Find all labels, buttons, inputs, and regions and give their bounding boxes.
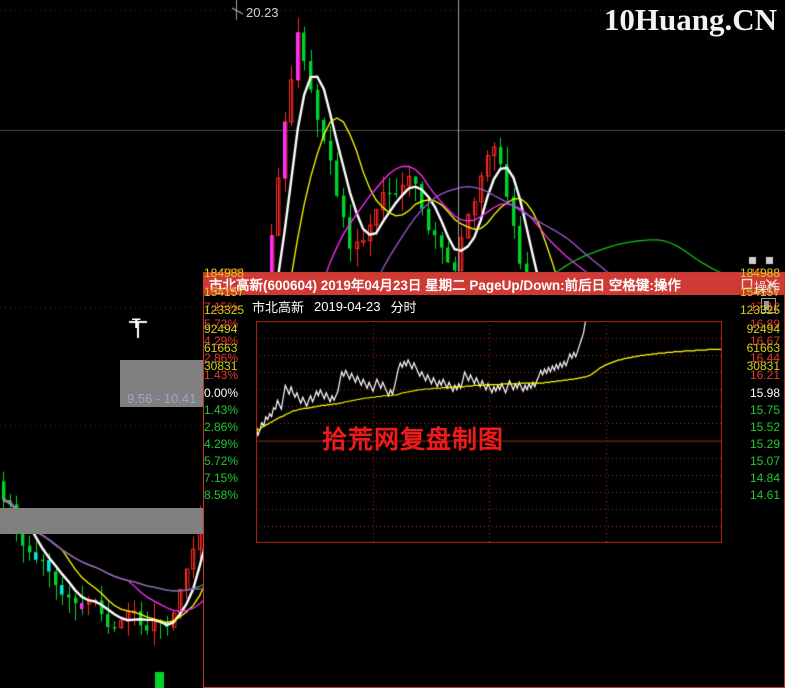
volume-tick-right: 154157 — [204, 285, 245, 299]
price-tick-left: 15.29 — [749, 437, 780, 451]
price-tick-left: 17.35 — [749, 283, 780, 297]
intraday-popup-window[interactable]: 市北高新(600604) 2019年04月23日 星期二 PageUp/Down… — [203, 267, 785, 688]
volume-tick-right: 123325 — [204, 303, 245, 317]
volume-tick-left: 154157 — [739, 285, 780, 299]
percent-tick-right: 1.43% — [204, 368, 239, 382]
volume-tick-left: 30831 — [746, 359, 780, 373]
price-tick-left: 15.07 — [749, 454, 780, 468]
volume-tick-left: 92494 — [746, 322, 780, 336]
price-tick-left: 16.21 — [749, 368, 780, 382]
intraday-price-panel[interactable] — [256, 321, 722, 543]
percent-tick-right: 1.43% — [204, 403, 239, 417]
close-icon[interactable] — [765, 278, 778, 291]
percent-tick-right: 5.72% — [204, 317, 239, 331]
percent-tick-right: 0.00% — [204, 386, 239, 400]
t-marker-label: T — [132, 315, 141, 331]
price-tick-left: 16.89 — [749, 317, 780, 331]
gap-range-label: 9.56 - 10.41 — [127, 391, 197, 406]
price-tick-left: 17.12 — [749, 300, 780, 314]
chart-mode-label: 分时 — [390, 299, 417, 315]
percent-tick-right: 8.58% — [204, 488, 239, 502]
price-tick-left: 15.98 — [749, 386, 780, 400]
percent-tick-right: 4.29% — [204, 437, 239, 451]
volume-tick-right: 184988 — [204, 266, 245, 280]
popup-title: 市北高新(600604) 2019年04月23日 星期二 PageUp/Down… — [209, 278, 681, 293]
stock-name-label: 市北高新 — [252, 299, 305, 315]
percent-tick-right: 4.29% — [204, 334, 239, 348]
maximize-icon[interactable] — [741, 278, 753, 290]
volume-tick-left: 61663 — [746, 341, 780, 355]
percent-tick-right: 2.86% — [204, 420, 239, 434]
percent-tick-right: 7.15% — [204, 471, 239, 485]
volume-tick-left: 123325 — [739, 303, 780, 317]
intraday-header: 市北高新 2019-04-23 分时 — [204, 295, 784, 317]
price-tick-left: 16.44 — [749, 351, 780, 365]
intraday-price-canvas[interactable] — [256, 321, 722, 543]
panel-toggle-icon[interactable] — [761, 298, 776, 313]
operate-button[interactable]: 操作 — [753, 280, 780, 295]
site-watermark-top: 10Huang.CN — [603, 2, 777, 37]
percent-tick-right: 7.15% — [204, 300, 239, 314]
high-price-label: 20.23 — [246, 5, 279, 20]
percent-axis-right: 10.01% 8.58% 7.15% 5.72% 4.29% 2.86% 1.43% 0.00… — [204, 267, 266, 688]
trade-date-label: 2019-04-23 — [314, 298, 381, 314]
price-tick-left: 17.58 — [749, 266, 780, 280]
popup-titlebar[interactable]: 市北高新(600604) 2019年04月23日 星期二 PageUp/Down… — [204, 273, 784, 295]
percent-tick-right: 8.58% — [204, 283, 239, 297]
percent-tick-right: 5.72% — [204, 454, 239, 468]
volume-tick-right: 61663 — [204, 341, 238, 355]
price-tick-left: 14.61 — [749, 488, 780, 502]
volume-tick-left: 184988 — [739, 266, 780, 280]
volume-tick-right: 30831 — [204, 359, 238, 373]
price-tick-left: 15.75 — [749, 403, 780, 417]
price-gap-band-lower — [0, 508, 212, 534]
percent-tick-right: 10.01% — [204, 266, 245, 280]
price-tick-left: 16.67 — [749, 334, 780, 348]
price-tick-left: 15.52 — [749, 420, 780, 434]
volume-tick-right: 92494 — [204, 322, 238, 336]
price-axis-left: 17.58 17.35 17.12 16.89 16.67 16.44 16.21 15.98… — [204, 267, 780, 539]
percent-tick-right: 2.86% — [204, 351, 239, 365]
price-tick-left: 14.84 — [749, 471, 780, 485]
center-watermark: 拾荒网复盘制图 — [322, 426, 505, 454]
